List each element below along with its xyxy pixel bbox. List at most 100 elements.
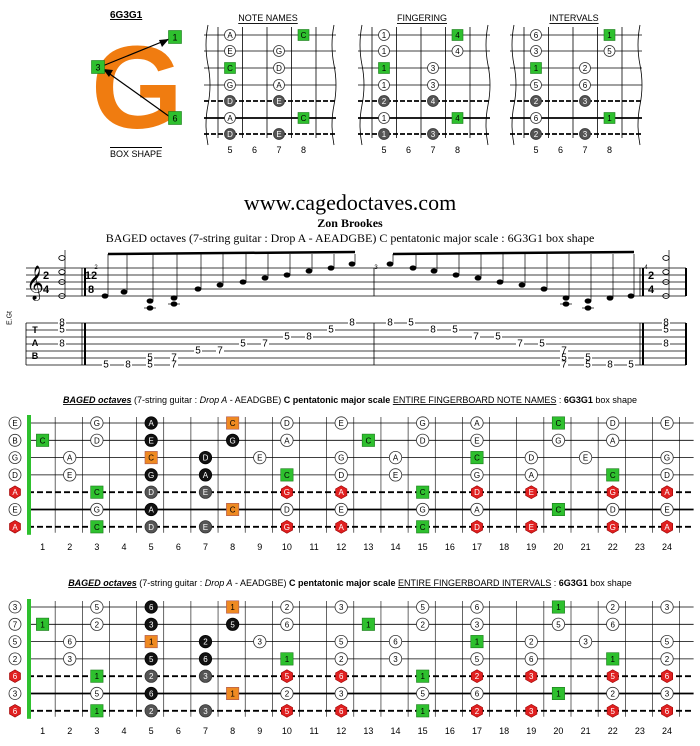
note-head [474, 275, 482, 281]
board-title: BAGED octaves (7-string guitar : Drop A … [68, 578, 632, 588]
title-part: box shape [588, 578, 632, 588]
note-label: 5 [285, 707, 290, 716]
note-label: 3 [431, 130, 436, 139]
tab-bg [662, 340, 670, 348]
note-hexagon [335, 703, 348, 718]
note-label: E [664, 419, 669, 428]
note-label: 3 [529, 672, 534, 681]
note-circle [63, 468, 77, 482]
note-hexagon [606, 669, 619, 684]
note-label: E [12, 506, 17, 515]
note-label: 2 [339, 655, 344, 664]
note-label: G [94, 419, 100, 428]
tab-bg [124, 361, 132, 369]
tab-fret: 5 [284, 332, 290, 343]
note-label: D [227, 97, 233, 106]
note-circle [198, 468, 213, 482]
panel-title: INTERVALS [549, 13, 598, 23]
fret-number: 8 [230, 542, 235, 552]
tab-bg [305, 333, 313, 341]
note-circle [224, 29, 236, 41]
note-label: G [284, 523, 290, 532]
note-circle [378, 128, 390, 140]
note-label: A [149, 506, 155, 515]
note-label: G [12, 454, 18, 463]
note-circle [579, 95, 591, 107]
note-head [562, 295, 570, 301]
fret-number: 8 [607, 145, 612, 155]
note-head [327, 265, 335, 271]
note-label: 5 [95, 603, 100, 612]
note-square [280, 468, 294, 482]
tab-bg [58, 326, 66, 334]
note-label: 2 [529, 638, 534, 647]
fret-number: 9 [257, 542, 262, 552]
note-label: 1 [382, 47, 387, 56]
note-label: 3 [665, 603, 670, 612]
note-circle [198, 704, 213, 718]
note-label: 5 [95, 690, 100, 699]
author: Zon Brookes [317, 216, 383, 230]
note-label: 3 [431, 81, 436, 90]
tab-fret: 7 [561, 360, 567, 371]
note-label: E [339, 506, 344, 515]
tab-bg [584, 354, 592, 362]
board-edge [485, 24, 491, 146]
fret-number: 19 [526, 726, 536, 736]
note-label: 3 [475, 620, 480, 629]
note-label: 1 [95, 707, 100, 716]
note-square [606, 468, 620, 482]
note-label: 3 [583, 130, 588, 139]
note-circle [198, 634, 213, 649]
note-circle [579, 128, 591, 140]
note-head [662, 255, 670, 261]
note-square [551, 502, 565, 516]
note-circle [578, 634, 593, 649]
note-label: 3 [149, 620, 154, 629]
fret-number: 4 [122, 542, 127, 552]
note-square [226, 502, 240, 516]
title-part: : [556, 395, 564, 405]
fret-number: 9 [257, 726, 262, 736]
note-square [168, 30, 182, 44]
note-circle [273, 79, 285, 91]
note-circle [530, 29, 542, 41]
note-head [584, 298, 592, 304]
note-circle [226, 617, 240, 631]
note-label: E [257, 454, 262, 463]
tab-bg [584, 361, 592, 369]
note-circle [253, 634, 267, 649]
tab-fret: 5 [408, 318, 414, 329]
note-hexagon [606, 519, 619, 534]
tab-fret: 5 [628, 360, 634, 371]
note-label: 6 [149, 603, 154, 612]
fret-number: 2 [67, 726, 72, 736]
note-label: D [474, 523, 480, 532]
note-label: E [149, 436, 154, 445]
note-label: A [474, 419, 480, 428]
note-label: G [227, 81, 233, 90]
note-label: 6 [13, 707, 18, 716]
time-sig: 4 [43, 284, 50, 296]
title-part: ENTIRE FINGERBOARD INTERVALS [398, 578, 551, 588]
note-label: 3 [95, 63, 100, 73]
note-circle [378, 112, 390, 124]
note-circle [378, 45, 390, 57]
fret-number: 5 [533, 145, 538, 155]
fret-number: 3 [94, 726, 99, 736]
arrow-line [99, 66, 171, 118]
panel-fingering: FINGERING 1 4 1 4 1 3 1 3 2 4 1 4 1 3 5 6 7 8 [358, 13, 491, 155]
note-circle [551, 433, 566, 447]
note-circle [63, 652, 77, 666]
note-circle [198, 669, 213, 683]
note-label: 1 [172, 33, 177, 43]
note-label: 5 [610, 707, 615, 716]
fret-number: 10 [282, 726, 292, 736]
note-square [280, 652, 294, 666]
note-head [283, 272, 291, 278]
tab-letter: A [32, 338, 39, 348]
note-hexagon [470, 519, 483, 534]
note-circle [280, 600, 294, 614]
fret-number: 7 [203, 542, 208, 552]
